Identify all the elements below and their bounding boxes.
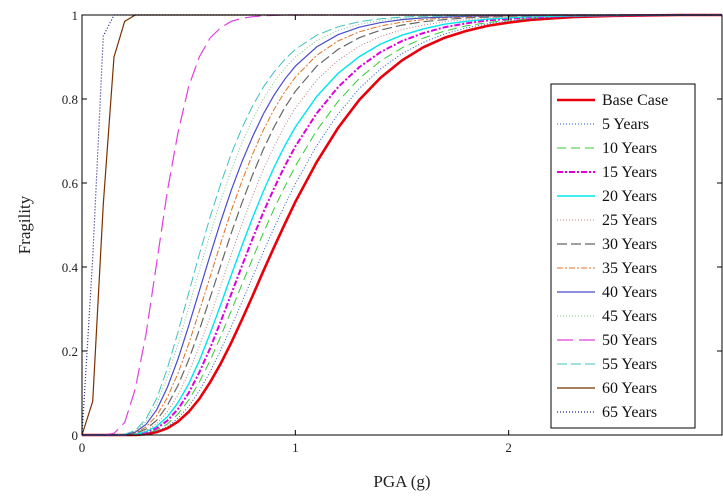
x-tick-label: 1 (292, 440, 299, 455)
series-line-7 (82, 14, 722, 436)
x-tick-label: 0 (79, 440, 86, 455)
legend: Base Case 5 Years 10 Years 15 Years 20 Years… (550, 83, 696, 429)
legend-label: 40 Years (602, 284, 657, 301)
x-tick-label: 2 (505, 440, 512, 455)
legend-label: 45 Years (602, 308, 657, 325)
legend-label: 25 Years (602, 212, 657, 229)
y-tick-label: 0 (72, 428, 79, 443)
y-axis-title: Fragility (15, 195, 34, 254)
x-axis-title: PGA (g) (373, 472, 430, 491)
legend-label: 20 Years (602, 188, 657, 205)
legend-label: 30 Years (602, 236, 657, 253)
legend-label: 55 Years (602, 356, 657, 373)
legend-label: 65 Years (602, 404, 657, 421)
plot-frame (81, 14, 723, 436)
legend-box (550, 83, 696, 429)
series-line-3 (82, 14, 722, 436)
y-tick-label: 1 (72, 8, 79, 23)
y-tick-label: 0.2 (62, 344, 78, 359)
legend-label: 10 Years (602, 140, 657, 157)
y-tick-label: 0.4 (62, 260, 79, 275)
legend-label: 15 Years (602, 164, 657, 181)
legend-label: 50 Years (602, 332, 657, 349)
y-tick-label: 0.6 (62, 176, 79, 191)
y-tick-label: 0.8 (62, 92, 78, 107)
legend-label: 35 Years (602, 260, 657, 277)
legend-label: Base Case (602, 92, 668, 109)
legend-label: 60 Years (602, 380, 657, 397)
axis-ticks: 0 1 2 0 0.2 0.4 0.6 0.8 1 (62, 8, 722, 455)
series-line-0 (82, 13, 722, 437)
legend-label: 5 Years (602, 116, 649, 133)
